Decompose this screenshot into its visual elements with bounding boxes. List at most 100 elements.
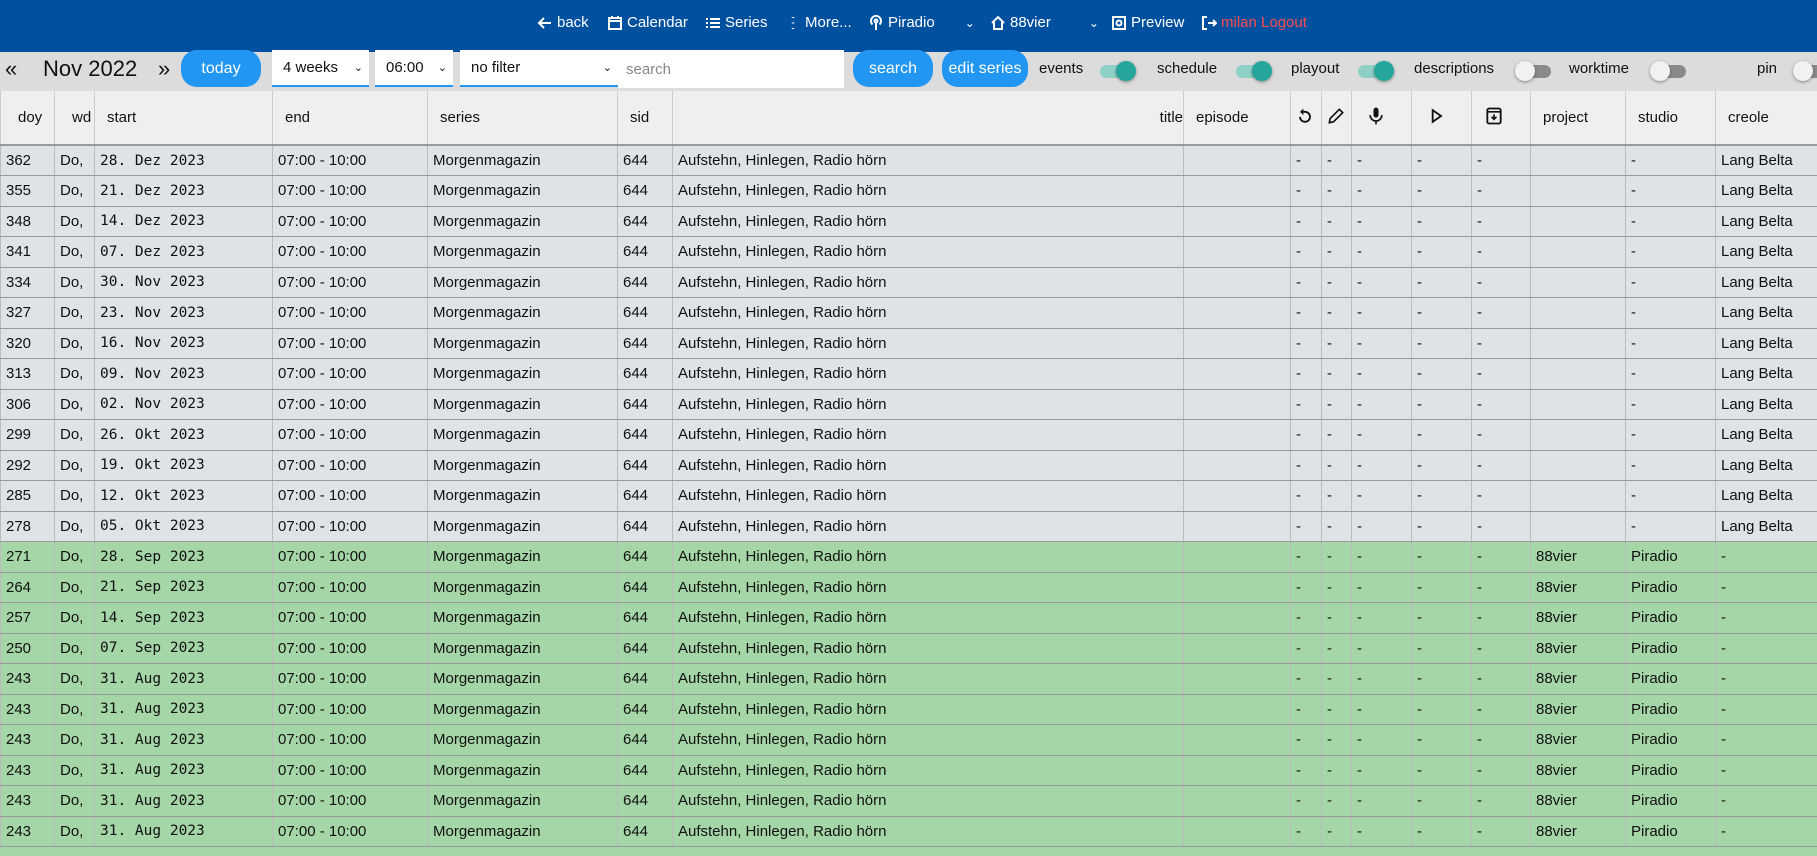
cell-playout: - — [1411, 389, 1472, 420]
cell-series: Morgenmagazin — [427, 480, 618, 512]
descriptions-toggle[interactable] — [1515, 60, 1553, 82]
table-row[interactable]: 243 Do, 31. Aug 2023 07:00 - 10:00 Morgenmag… — [0, 816, 1817, 847]
table-row[interactable]: 271 Do, 28. Sep 2023 07:00 - 10:00 Morgenmag… — [0, 541, 1817, 573]
table-row[interactable]: 348 Do, 14. Dez 2023 07:00 - 10:00 Morgenmag… — [0, 206, 1817, 237]
col-edit[interactable] — [1321, 91, 1352, 146]
cell-series: Morgenmagazin — [427, 297, 618, 329]
col-series[interactable]: series — [427, 91, 618, 146]
table-row[interactable]: 243 Do, 31. Aug 2023 07:00 - 10:00 Morgenmag… — [0, 663, 1817, 695]
time-select[interactable]: 06:00 ⌄ — [375, 50, 453, 87]
col-rerun[interactable] — [1290, 91, 1322, 146]
cell-creole: Lang Belta — [1715, 267, 1817, 298]
archive-icon — [1486, 107, 1502, 124]
cell-title: Aufstehn, Hinlegen, Radio hörn — [672, 694, 1184, 725]
cell-studio: Piradio — [1625, 541, 1716, 573]
cell-recording: - — [1351, 206, 1412, 237]
col-playout[interactable] — [1411, 91, 1472, 146]
cell-end: 07:00 - 10:00 — [272, 297, 428, 329]
today-button[interactable]: today — [181, 50, 261, 87]
cell-wd: Do, — [54, 175, 95, 207]
cell-sid: 644 — [617, 389, 673, 420]
table-row[interactable]: 320 Do, 16. Nov 2023 07:00 - 10:00 Morgenmag… — [0, 328, 1817, 359]
cell-title: Aufstehn, Hinlegen, Radio hörn — [672, 480, 1184, 512]
pin-toggle[interactable] — [1793, 60, 1817, 82]
prev-month-button[interactable]: « — [5, 56, 18, 81]
table-row[interactable]: 341 Do, 07. Dez 2023 07:00 - 10:00 Morgenmag… — [0, 236, 1817, 268]
col-studio[interactable]: studio — [1625, 91, 1716, 146]
col-episode[interactable]: episode — [1183, 91, 1291, 146]
col-archive[interactable] — [1471, 91, 1531, 146]
table-row[interactable]: 264 Do, 21. Sep 2023 07:00 - 10:00 Morgenmag… — [0, 572, 1817, 603]
col-project[interactable]: project — [1530, 91, 1626, 146]
filter-select[interactable]: no filter ⌄ — [460, 50, 618, 87]
cell-wd: Do, — [54, 511, 95, 542]
table-row[interactable]: 334 Do, 30. Nov 2023 07:00 - 10:00 Morgenmag… — [0, 267, 1817, 298]
col-creole[interactable]: creole — [1715, 91, 1817, 146]
table-row[interactable]: 278 Do, 05. Okt 2023 07:00 - 10:00 Morgenmag… — [0, 511, 1817, 542]
cell-doy: 243 — [0, 816, 55, 847]
table-row[interactable]: 327 Do, 23. Nov 2023 07:00 - 10:00 Morgenmag… — [0, 297, 1817, 329]
table-row[interactable]: 243 Do, 31. Aug 2023 07:00 - 10:00 Morgenmag… — [0, 694, 1817, 725]
cell-wd: Do, — [54, 633, 95, 664]
cell-title: Aufstehn, Hinlegen, Radio hörn — [672, 755, 1184, 786]
cell-rerun: - — [1290, 663, 1322, 695]
table-row[interactable]: 285 Do, 12. Okt 2023 07:00 - 10:00 Morgenmag… — [0, 480, 1817, 512]
schedule-toggle[interactable] — [1234, 60, 1272, 82]
cell-project — [1530, 511, 1626, 542]
cell-end: 07:00 - 10:00 — [272, 450, 428, 481]
table-row[interactable]: 257 Do, 14. Sep 2023 07:00 - 10:00 Morgenmag… — [0, 602, 1817, 634]
cell-archive: - — [1471, 480, 1531, 512]
table-row[interactable]: 299 Do, 26. Okt 2023 07:00 - 10:00 Morgenmag… — [0, 419, 1817, 451]
cell-playout: - — [1411, 419, 1472, 451]
table-row[interactable]: 292 Do, 19. Okt 2023 07:00 - 10:00 Morgenmag… — [0, 450, 1817, 481]
nav-project-select[interactable]: 88vier ⌄ — [990, 14, 1099, 31]
calendar-icon — [608, 15, 622, 30]
search-input[interactable] — [618, 50, 844, 88]
table-row[interactable]: 355 Do, 21. Dez 2023 07:00 - 10:00 Morgenmag… — [0, 175, 1817, 207]
table-row[interactable]: 313 Do, 09. Nov 2023 07:00 - 10:00 Morgenmag… — [0, 358, 1817, 390]
nav-station-select[interactable]: Piradio ⌄ — [868, 14, 975, 31]
cell-end: 07:00 - 10:00 — [272, 206, 428, 237]
playout-toggle[interactable] — [1356, 60, 1394, 82]
nav-preview[interactable]: Preview — [1111, 14, 1184, 31]
col-doy[interactable]: doy — [0, 91, 55, 146]
cell-rerun: - — [1290, 541, 1322, 573]
events-toggle[interactable] — [1098, 60, 1136, 82]
cell-creole: Lang Belta — [1715, 511, 1817, 542]
cell-recording: - — [1351, 450, 1412, 481]
nav-back[interactable]: back — [537, 14, 589, 31]
worktime-toggle[interactable] — [1650, 60, 1688, 82]
cell-series: Morgenmagazin — [427, 511, 618, 542]
cell-sid: 644 — [617, 663, 673, 695]
cell-end: 07:00 - 10:00 — [272, 816, 428, 847]
table-row[interactable]: 250 Do, 07. Sep 2023 07:00 - 10:00 Morgenmag… — [0, 633, 1817, 664]
top-navigation-bar: back Calendar Series More... Piradio ⌄ 88… — [0, 0, 1817, 52]
col-start[interactable]: start — [94, 91, 273, 146]
table-row[interactable]: 243 Do, 31. Aug 2023 07:00 - 10:00 Morgenmag… — [0, 724, 1817, 756]
nav-more[interactable]: More... — [785, 14, 852, 31]
table-row[interactable]: 243 Do, 31. Aug 2023 07:00 - 10:00 Morgenmag… — [0, 755, 1817, 786]
cell-edit: - — [1321, 755, 1352, 786]
cell-sid: 644 — [617, 541, 673, 573]
range-select[interactable]: 4 weeks ⌄ — [272, 50, 369, 87]
cell-studio: Piradio — [1625, 785, 1716, 817]
cell-sid: 644 — [617, 480, 673, 512]
cell-wd: Do, — [54, 724, 95, 756]
table-row[interactable]: 243 Do, 31. Aug 2023 07:00 - 10:00 Morgenmag… — [0, 785, 1817, 817]
cell-end: 07:00 - 10:00 — [272, 389, 428, 420]
next-month-button[interactable]: » — [158, 56, 171, 81]
col-title[interactable]: title — [672, 91, 1184, 146]
col-wd[interactable]: wd — [54, 91, 95, 146]
table-row[interactable]: 306 Do, 02. Nov 2023 07:00 - 10:00 Morgenmag… — [0, 389, 1817, 420]
nav-series[interactable]: Series — [705, 14, 768, 31]
col-end[interactable]: end — [272, 91, 428, 146]
col-recording[interactable] — [1351, 91, 1412, 146]
nav-logout[interactable]: milan Logout — [1201, 14, 1307, 31]
table-row[interactable]: 362 Do, 28. Dez 2023 07:00 - 10:00 Morgenmag… — [0, 145, 1817, 176]
search-button[interactable]: search — [853, 50, 933, 87]
nav-calendar[interactable]: Calendar — [607, 14, 688, 31]
cell-creole: Lang Belta — [1715, 419, 1817, 451]
cell-episode — [1183, 755, 1291, 786]
col-sid[interactable]: sid — [617, 91, 673, 146]
edit-series-button[interactable]: edit series — [942, 50, 1028, 87]
